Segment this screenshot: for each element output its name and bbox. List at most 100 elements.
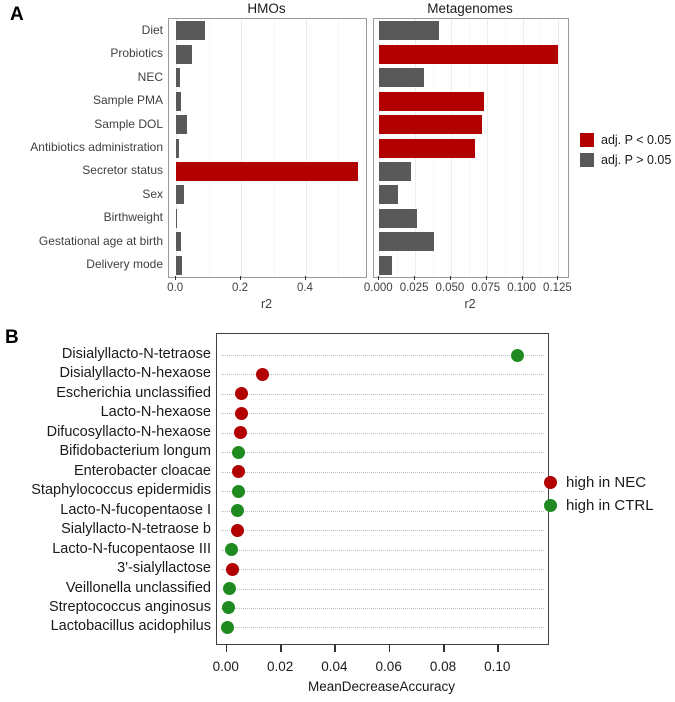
hmos-x-axis-title: r2 <box>260 297 273 311</box>
x-tick <box>485 276 487 280</box>
x-tick-label: 0.02 <box>266 659 294 674</box>
nec-red-dot-icon <box>544 476 557 489</box>
bar-metagenomes-nec <box>379 68 424 88</box>
dotted-gridline <box>221 432 544 434</box>
x-tick-label: 0.00 <box>212 659 239 674</box>
category-label-a: Delivery mode <box>86 257 163 272</box>
bar-hmos-secretor-status <box>176 161 358 181</box>
legend-b-item-nec: high in NEC <box>544 474 646 491</box>
category-label-b: Escherichia unclassified <box>56 384 211 401</box>
category-label-a: Sample DOL <box>94 116 163 131</box>
x-tick <box>175 276 177 280</box>
bar-metagenomes-birthweight <box>379 208 417 228</box>
minor-gridline <box>273 19 275 277</box>
category-label-b: Lactobacillus acidophilus <box>50 618 211 635</box>
category-label-a: Antibiotics administration <box>30 140 163 154</box>
bar-hmos-birthweight <box>176 208 178 228</box>
dot-staphylococcus-epidermidis <box>231 484 245 498</box>
metagenomes-x-axis-title: r2 <box>464 297 476 311</box>
dotted-gridline <box>221 491 544 493</box>
bar-hmos-sex <box>176 185 184 205</box>
dot-bifidobacterium-longum <box>232 445 246 459</box>
major-gridline <box>305 19 307 277</box>
dot-lactobacillus-acidophilus <box>221 620 235 634</box>
x-tick <box>225 644 228 652</box>
metagenomes-chart-title: Metagenomes <box>427 1 513 16</box>
dotted-gridline <box>221 374 544 376</box>
x-tick <box>240 276 242 280</box>
panel-b-label: B <box>5 327 19 348</box>
panel-a-label: A <box>10 4 24 25</box>
dotted-gridline <box>221 355 544 356</box>
x-tick-label: 0.0 <box>167 282 184 294</box>
category-label-b: Lacto-N-hexaose <box>100 404 211 421</box>
bar-metagenomes-antibiotics-administration <box>379 138 476 158</box>
major-gridline <box>522 19 524 277</box>
dot-lacto-n-fucopentaose-i <box>231 504 245 518</box>
category-label-b: Staphylococcus epidermidis <box>31 482 211 499</box>
x-tick <box>497 644 499 652</box>
dotted-gridline <box>221 393 544 395</box>
category-label-b: Veillonella unclassified <box>65 579 211 596</box>
bar-hmos-sample-dol <box>176 115 188 135</box>
bar-hmos-antibiotics-administration <box>176 138 179 158</box>
x-tick <box>557 276 559 280</box>
dotted-gridline <box>221 607 544 609</box>
dot-veillonella-unclassified <box>223 582 237 596</box>
minor-gridline <box>504 19 506 277</box>
x-tick-label: 0.050 <box>435 282 465 294</box>
category-label-b: Bifidobacterium longum <box>59 443 211 460</box>
minor-gridline <box>540 19 542 277</box>
x-tick-label: 0.06 <box>375 659 402 674</box>
mean-decrease-accuracy-axis-title: MeanDecreaseAccuracy <box>307 679 456 694</box>
metagenomes-plot-area <box>373 18 569 278</box>
dotted-gridline <box>221 549 544 551</box>
category-label-a: Secretor status <box>82 163 163 178</box>
bar-metagenomes-gestational-age-at-birth <box>379 232 434 252</box>
x-tick <box>334 644 336 652</box>
dot-disialyllacto-n-tetraose <box>510 348 524 362</box>
category-label-a: Probiotics <box>110 46 163 61</box>
x-tick-label: 0.000 <box>363 282 393 294</box>
x-tick <box>378 276 380 280</box>
category-label-a: NEC <box>137 69 163 84</box>
bar-hmos-delivery-mode <box>176 255 182 275</box>
legend-a-item-significant: adj. P < 0.05 <box>580 133 671 147</box>
dot-sialyllacto-n-tetraose-b <box>231 523 245 537</box>
minor-gridline <box>338 19 340 277</box>
legend-a-label-nonsignificant: adj. P > 0.05 <box>601 153 672 167</box>
x-tick-label: 0.025 <box>399 282 429 294</box>
x-tick <box>280 644 282 652</box>
category-label-b: Streptococcus anginosus <box>48 598 211 615</box>
major-gridline <box>241 19 243 277</box>
bar-metagenomes-diet <box>379 21 440 41</box>
bar-metagenomes-sample-dol <box>379 115 483 135</box>
bar-hmos-probiotics <box>176 44 193 64</box>
legend-a-item-nonsignificant: adj. P > 0.05 <box>580 153 671 167</box>
legend-b-item-ctrl: high in CTRL <box>544 497 654 514</box>
x-tick-label: 0.2 <box>232 282 249 294</box>
x-tick <box>414 276 416 280</box>
x-tick-label: 0.125 <box>543 282 572 294</box>
dotted-gridline <box>221 588 544 590</box>
category-label-a: Birthweight <box>103 210 163 225</box>
dot-lacto-n-hexaose <box>234 406 248 420</box>
dot-plot-area <box>216 333 549 645</box>
dotted-gridline <box>221 627 544 629</box>
category-label-a: Gestational age at birth <box>38 233 163 248</box>
x-tick <box>443 644 445 652</box>
category-label-b: Enterobacter cloacae <box>73 462 211 479</box>
x-tick-label: 0.100 <box>507 282 536 294</box>
x-tick <box>304 276 306 280</box>
bar-hmos-diet <box>176 21 206 41</box>
x-tick-label: 0.4 <box>296 282 313 294</box>
dot-streptococcus-anginosus <box>222 601 236 615</box>
category-label-b: Sialyllacto-N-tetraose b <box>61 521 211 538</box>
category-label-b: Disialyllacto-N-tetraose <box>61 346 211 362</box>
legend-a-label-significant: adj. P < 0.05 <box>601 133 672 147</box>
legend-b-label-nec: high in NEC <box>566 474 647 491</box>
nonsignificant-gray-swatch-icon <box>580 153 594 167</box>
category-label-b: Difucosyllacto-N-hexaose <box>46 423 211 440</box>
minor-gridline <box>208 19 210 277</box>
